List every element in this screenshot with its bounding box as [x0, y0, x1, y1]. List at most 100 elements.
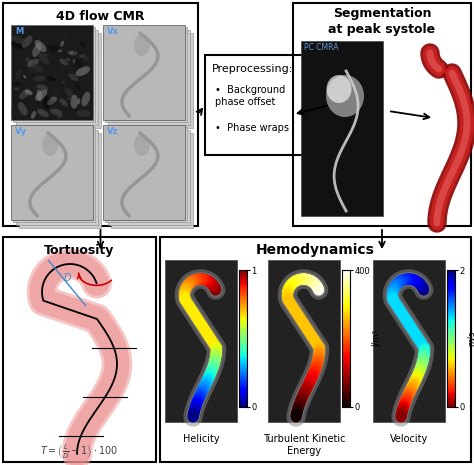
Bar	[13, 27, 95, 122]
Bar	[373, 260, 445, 422]
Bar	[108, 30, 190, 125]
Ellipse shape	[35, 40, 46, 52]
Ellipse shape	[50, 97, 57, 100]
Ellipse shape	[71, 94, 78, 109]
Ellipse shape	[58, 45, 62, 52]
Ellipse shape	[16, 69, 21, 80]
Ellipse shape	[78, 60, 82, 68]
Ellipse shape	[62, 33, 68, 43]
Ellipse shape	[15, 86, 22, 90]
Ellipse shape	[26, 57, 33, 66]
Ellipse shape	[32, 43, 42, 57]
Ellipse shape	[42, 134, 58, 156]
Bar	[301, 41, 383, 216]
Text: Vz: Vz	[107, 127, 118, 136]
Bar	[293, 3, 471, 226]
Ellipse shape	[18, 102, 27, 115]
Bar	[103, 25, 185, 120]
Ellipse shape	[47, 76, 56, 81]
Ellipse shape	[50, 108, 62, 115]
Ellipse shape	[134, 134, 150, 156]
Text: Vy: Vy	[15, 127, 27, 136]
Bar	[111, 133, 193, 228]
Text: Helicity: Helicity	[182, 434, 219, 444]
Text: Vx: Vx	[107, 27, 119, 36]
Ellipse shape	[39, 53, 49, 65]
Y-axis label: m/s: m/s	[467, 331, 474, 346]
Text: 4D flow CMR: 4D flow CMR	[56, 9, 145, 22]
Bar	[3, 3, 198, 226]
Text: Turbulent Kinetic
Energy: Turbulent Kinetic Energy	[263, 434, 345, 456]
Ellipse shape	[51, 87, 60, 97]
Text: Preprocessing:: Preprocessing:	[212, 64, 293, 74]
Ellipse shape	[37, 109, 49, 117]
Text: M: M	[15, 27, 23, 36]
Ellipse shape	[77, 98, 80, 105]
Ellipse shape	[22, 35, 32, 48]
Bar	[103, 125, 185, 220]
Bar	[19, 33, 101, 128]
Bar	[13, 127, 95, 222]
Ellipse shape	[76, 110, 91, 117]
Text: $T = \left(\frac{L}{D} - 1\right) \cdot 100$: $T = \left(\frac{L}{D} - 1\right) \cdot …	[40, 443, 118, 461]
Bar	[165, 260, 237, 422]
Text: Segmentation
at peak systole: Segmentation at peak systole	[328, 7, 436, 35]
Ellipse shape	[58, 114, 63, 118]
Ellipse shape	[11, 41, 22, 49]
Ellipse shape	[76, 66, 90, 76]
Ellipse shape	[67, 50, 78, 56]
Ellipse shape	[79, 55, 84, 58]
Bar	[105, 127, 187, 222]
Text: Velocity: Velocity	[390, 434, 428, 444]
Ellipse shape	[66, 58, 70, 61]
Ellipse shape	[43, 95, 50, 110]
Ellipse shape	[59, 59, 68, 66]
Ellipse shape	[37, 84, 48, 91]
Bar	[16, 30, 98, 125]
Ellipse shape	[33, 75, 46, 82]
Ellipse shape	[25, 90, 33, 95]
Ellipse shape	[80, 41, 84, 47]
Ellipse shape	[15, 81, 22, 90]
Ellipse shape	[61, 80, 65, 85]
Text: •  Phase wraps: • Phase wraps	[215, 123, 289, 133]
Bar	[16, 130, 98, 225]
Bar	[11, 25, 93, 120]
Text: •  Background
phase offset: • Background phase offset	[215, 85, 285, 107]
Ellipse shape	[82, 92, 90, 106]
Ellipse shape	[66, 97, 71, 100]
Ellipse shape	[326, 75, 364, 117]
Ellipse shape	[12, 36, 25, 44]
Text: Hemodynamics: Hemodynamics	[256, 243, 375, 257]
Ellipse shape	[57, 49, 62, 52]
Ellipse shape	[27, 66, 40, 73]
Ellipse shape	[27, 59, 39, 67]
Ellipse shape	[61, 41, 64, 46]
Y-axis label: J/m³: J/m³	[373, 330, 382, 347]
Ellipse shape	[68, 73, 78, 81]
Ellipse shape	[75, 83, 81, 90]
Ellipse shape	[31, 63, 44, 73]
Bar	[108, 130, 190, 225]
Bar	[111, 33, 193, 128]
Ellipse shape	[71, 106, 77, 112]
Ellipse shape	[59, 98, 68, 106]
Ellipse shape	[65, 87, 74, 98]
Ellipse shape	[35, 90, 47, 100]
Bar	[11, 125, 93, 220]
Ellipse shape	[11, 110, 24, 120]
Ellipse shape	[48, 45, 62, 52]
Bar	[3, 237, 156, 462]
Ellipse shape	[31, 111, 36, 119]
Ellipse shape	[47, 97, 57, 105]
Bar	[19, 133, 101, 228]
Bar	[205, 55, 330, 155]
Text: PC CMRA: PC CMRA	[304, 43, 338, 52]
Ellipse shape	[134, 34, 150, 56]
Ellipse shape	[74, 60, 78, 66]
Text: D: D	[64, 272, 71, 283]
Ellipse shape	[19, 89, 30, 99]
Bar	[105, 27, 187, 122]
Text: Tortuosity: Tortuosity	[44, 244, 115, 257]
Ellipse shape	[36, 90, 42, 101]
